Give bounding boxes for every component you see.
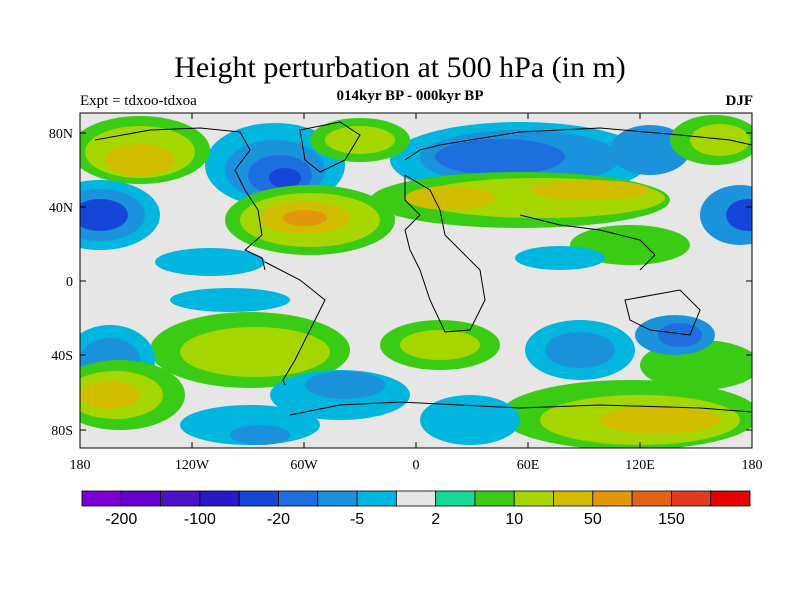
colorbar: -200 -100 -20 -5 2 10 50 150 — [81, 490, 751, 528]
colorbar-label: 50 — [584, 511, 602, 528]
colorbar-swatch — [671, 490, 712, 507]
colorbar-label: 2 — [431, 511, 440, 528]
y-tick-label: 80N — [49, 127, 73, 142]
x-tick-label: 180 — [70, 458, 91, 473]
colorbar-swatch — [81, 490, 122, 507]
x-tick-label: 60W — [290, 458, 318, 473]
colorbar-swatch — [513, 490, 554, 507]
colorbar-swatch — [631, 490, 672, 507]
height-perturbation-field — [80, 113, 752, 448]
colorbar-swatch — [317, 490, 358, 507]
colorbar-label: -200 — [105, 511, 137, 528]
y-tick-label: 0 — [66, 275, 73, 290]
x-tick-label: 180 — [742, 458, 763, 473]
colorbar-swatch — [592, 490, 633, 507]
y-tick-label: 40N — [49, 201, 73, 216]
colorbar-swatch — [435, 490, 476, 507]
y-tick-label: 40S — [51, 349, 73, 364]
colorbar-label: 150 — [658, 511, 685, 528]
season-label: DJF — [725, 93, 754, 109]
colorbar-label: -5 — [350, 511, 364, 528]
field-blobs — [80, 115, 752, 448]
chart-title: Height perturbation at 500 hPa (in m) — [174, 51, 626, 84]
colorbar-swatch — [160, 490, 201, 507]
colorbar-swatch — [238, 490, 279, 507]
colorbar-swatch — [474, 490, 515, 507]
y-tick-label: 80S — [51, 424, 73, 439]
colorbar-swatch — [278, 490, 319, 507]
x-tick-label: 60E — [517, 458, 540, 473]
colorbar-swatch — [356, 490, 397, 507]
x-tick-label: 120E — [625, 458, 655, 473]
chart-subtitle: 014kyr BP - 000kyr BP — [336, 88, 484, 104]
colorbar-swatch — [710, 490, 751, 507]
map-axes: 180 120W 60W 0 60E 120E 180 80N 40N 0 40S 80S — [49, 113, 763, 473]
x-tick-label: 0 — [413, 458, 420, 473]
colorbar-label: 10 — [505, 511, 523, 528]
colorbar-label: -20 — [267, 511, 290, 528]
colorbar-swatch — [199, 490, 240, 507]
colorbar-label: -100 — [184, 511, 216, 528]
colorbar-swatch — [395, 490, 437, 507]
coastlines — [94, 121, 752, 416]
x-tick-label: 120W — [175, 458, 210, 473]
experiment-label: Expt = tdxoo-tdxoa — [80, 93, 197, 109]
colorbar-swatch — [553, 490, 594, 507]
colorbar-swatch — [120, 490, 161, 507]
